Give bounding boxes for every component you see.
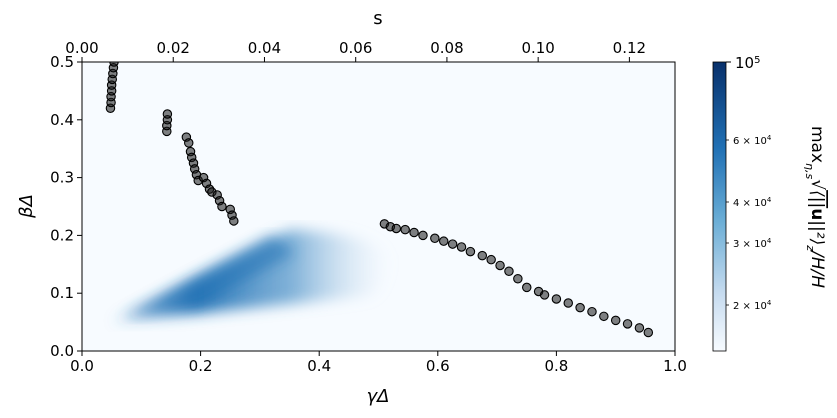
y-tick-label: 0.2 — [50, 226, 74, 244]
scatter-point — [634, 323, 645, 333]
scatter-point — [575, 302, 585, 313]
x-tick-label: 0.6 — [426, 357, 450, 375]
top-x-axis-label: s — [373, 8, 382, 29]
scatter-point — [563, 298, 574, 308]
x-tick-label: 0.2 — [189, 357, 213, 375]
y-axis-label: βΔ — [16, 194, 37, 219]
x-tick-label: 0.8 — [544, 357, 568, 375]
colorbar-tick-label-3e4: 3 × 104 — [733, 237, 772, 250]
x-axis-label: γΔ — [367, 386, 390, 407]
scatter-point — [465, 246, 476, 257]
x-axis-ticks: 0.0 0.2 0.4 0.6 0.8 1.0 — [70, 351, 687, 375]
scatter-point — [486, 254, 496, 265]
heatmap-core — [123, 235, 296, 317]
y-axis-ticks: 0.0 0.1 0.2 0.3 0.4 0.5 — [50, 53, 82, 360]
scatter-point — [599, 311, 609, 322]
scatter-point — [447, 239, 458, 249]
scatter-point — [109, 62, 119, 67]
scatter-point — [513, 273, 523, 284]
scatter-point — [622, 319, 633, 329]
scatter-point — [495, 260, 505, 271]
y-tick-label: 0.1 — [50, 284, 74, 302]
colorbar-tick-label-6e4: 6 × 104 — [733, 134, 772, 147]
top-x-tick-label: 0.06 — [339, 39, 372, 57]
colorbar-label: maxη,s√⟨||u||²⟩z/H/H — [803, 126, 827, 288]
scatter-point — [521, 282, 532, 293]
scatter-point — [504, 266, 514, 276]
scatter-point — [183, 138, 194, 148]
scatter-point — [400, 224, 410, 235]
top-x-tick-label: 0.12 — [613, 39, 646, 57]
top-x-tick-label: 0.08 — [430, 39, 463, 57]
colorbar-tick-label-4e4: 4 × 104 — [733, 196, 772, 209]
scatter-point — [456, 242, 467, 252]
scatter-point — [229, 216, 239, 226]
scatter-point — [418, 230, 428, 241]
top-x-tick-label: 0.04 — [248, 39, 281, 57]
y-tick-label: 0.4 — [50, 111, 74, 129]
colorbar-ticks: 105 6 × 104 4 × 104 3 × 104 2 × 104 — [726, 54, 772, 312]
scatter-point — [539, 290, 550, 300]
scatter-point — [391, 223, 402, 234]
scatter-point — [643, 327, 654, 338]
top-x-tick-label: 0.02 — [157, 39, 190, 57]
scatter-point — [430, 233, 440, 244]
colorbar — [712, 61, 727, 352]
x-tick-label: 0.0 — [70, 357, 94, 375]
scatter-point — [477, 250, 488, 261]
scatter-point — [438, 236, 449, 246]
scatter-point — [162, 109, 173, 119]
y-tick-label: 0.5 — [50, 53, 74, 71]
plot-frame — [81, 61, 676, 352]
x-tick-label: 1.0 — [663, 357, 687, 375]
colorbar-tick-label-2e4: 2 × 104 — [733, 299, 772, 312]
scatter-point — [551, 294, 562, 304]
svg-text:maxη,s√⟨||u||²⟩z/H/H: maxη,s√⟨||u||²⟩z/H/H — [803, 126, 827, 288]
scatter-point — [610, 315, 621, 326]
heatmap — [111, 229, 391, 323]
top-x-tick-label: 0.10 — [521, 39, 554, 57]
scatter-point — [217, 201, 227, 212]
scatter-point — [409, 227, 419, 238]
scatter-series — [105, 62, 654, 338]
top-x-tick-label: 0.00 — [65, 39, 98, 57]
scatter-point — [587, 306, 597, 317]
y-tick-label: 0.3 — [50, 169, 74, 187]
y-tick-label: 0.0 — [50, 342, 74, 360]
x-tick-label: 0.4 — [307, 357, 331, 375]
top-x-axis-ticks: 0.00 0.02 0.04 0.06 0.08 0.10 0.12 — [65, 39, 646, 62]
colorbar-major-label: 105 — [735, 54, 760, 72]
